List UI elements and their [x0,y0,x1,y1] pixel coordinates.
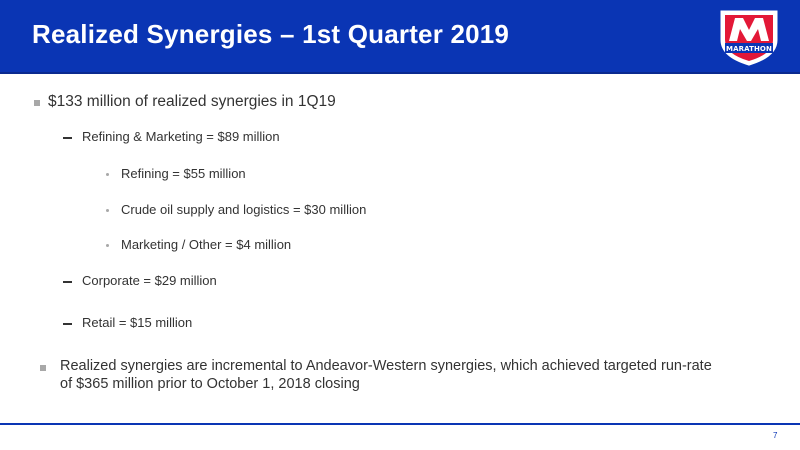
page-number: 7 [773,431,778,440]
bullet-main: $133 million of realized synergies in 1Q… [48,93,336,110]
bullet-note-line2: of $365 million prior to October 1, 2018… [60,376,360,392]
marathon-logo: MARATHON [716,6,782,66]
dash-icon [63,281,72,283]
bullet-dot-icon [106,244,109,247]
bullet-square-icon [34,100,40,106]
bullet-retail: Retail = $15 million [82,315,193,330]
logo-wordmark: MARATHON [726,45,772,53]
slide-title: Realized Synergies – 1st Quarter 2019 [32,19,510,49]
slide-header: Realized Synergies – 1st Quarter 2019 MA… [0,0,800,74]
bullet-marketing-other: Marketing / Other = $4 million [121,237,292,252]
dash-icon [63,323,72,325]
bullet-note-line1: Realized synergies are incremental to An… [60,358,712,374]
dash-icon [63,137,72,139]
bullet-dot-icon [106,209,109,212]
bullet-crude: Crude oil supply and logistics = $30 mil… [121,202,367,217]
bullet-refining: Refining = $55 million [121,166,246,181]
footer-divider [0,423,800,425]
marathon-shield-icon [720,10,778,66]
bullet-corporate: Corporate = $29 million [82,273,217,288]
bullet-square-icon [40,365,46,371]
bullet-refining-marketing: Refining & Marketing = $89 million [82,129,280,144]
bullet-dot-icon [106,173,109,176]
